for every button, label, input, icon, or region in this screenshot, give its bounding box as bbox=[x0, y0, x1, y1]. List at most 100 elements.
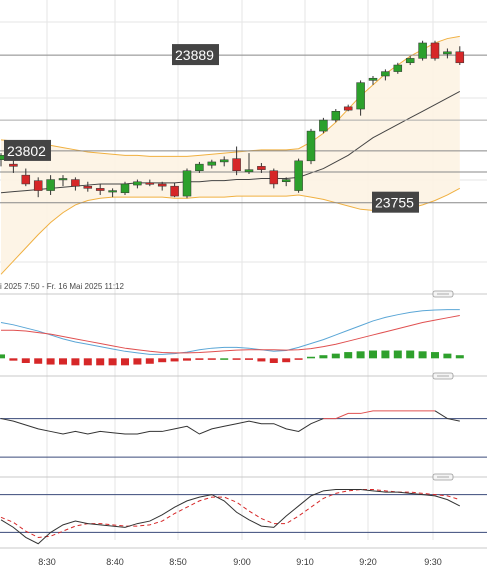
macd-histogram-bar bbox=[170, 358, 179, 362]
candle-down bbox=[430, 42, 440, 59]
stochastic-d-line bbox=[0, 489, 460, 538]
candle-down bbox=[269, 170, 279, 185]
macd-histogram-bar bbox=[369, 350, 377, 359]
candle-up bbox=[182, 170, 192, 197]
price-label: 23889 bbox=[175, 47, 214, 63]
bollinger-band-fill bbox=[1, 36, 460, 275]
macd-line bbox=[0, 309, 460, 355]
time-tick-label: 9:00 bbox=[233, 557, 251, 567]
candle-up bbox=[405, 58, 415, 64]
candle-down bbox=[83, 185, 93, 189]
macd-signal-line bbox=[1, 314, 460, 354]
price-panel: 23889 23802 23755 bbox=[0, 0, 487, 540]
macd-histogram-bar bbox=[344, 352, 353, 359]
candle-up bbox=[281, 179, 291, 183]
macd-panel bbox=[0, 309, 464, 366]
macd-histogram-bar bbox=[294, 358, 303, 360]
candle-up bbox=[443, 51, 452, 55]
candle-up bbox=[120, 183, 130, 194]
candle-down bbox=[455, 51, 465, 64]
candle-down bbox=[257, 166, 266, 170]
price-label-box bbox=[4, 139, 51, 161]
macd-histogram-bar bbox=[307, 356, 315, 359]
macd-histogram-bar bbox=[71, 358, 80, 366]
macd-histogram-bar bbox=[145, 358, 154, 364]
macd-histogram-bar bbox=[9, 358, 18, 361]
price-label-box bbox=[172, 44, 219, 66]
candle-up bbox=[306, 130, 316, 162]
candle-up bbox=[393, 64, 403, 72]
candle-up bbox=[133, 181, 142, 186]
time-tick-label: 8:30 bbox=[38, 557, 56, 567]
oscillator-panel bbox=[0, 410, 487, 458]
macd-histogram-bar bbox=[356, 351, 365, 359]
candle-up bbox=[368, 77, 378, 81]
macd-histogram-bar bbox=[0, 354, 5, 359]
stochastic-panel bbox=[0, 489, 487, 545]
macd-histogram-bar bbox=[232, 358, 241, 360]
macd-histogram-bar bbox=[121, 358, 129, 366]
macd-histogram-bar bbox=[331, 353, 340, 359]
macd-histogram-bar bbox=[158, 358, 167, 363]
time-tick-label: 8:50 bbox=[169, 557, 187, 567]
price-label-box bbox=[372, 191, 419, 213]
candle-up bbox=[195, 163, 204, 171]
candle-down bbox=[95, 188, 105, 191]
macd-histogram-bar bbox=[269, 358, 278, 363]
candle-down bbox=[33, 180, 43, 191]
macd-histogram-bar bbox=[46, 358, 55, 365]
oscillator-line bbox=[434, 410, 460, 422]
oscillator-line bbox=[0, 418, 324, 435]
candle-up bbox=[219, 159, 229, 163]
candle-down bbox=[21, 174, 31, 185]
time-tick-label: 9:30 bbox=[424, 557, 442, 567]
candle-up bbox=[418, 42, 427, 59]
macd-histogram-bar bbox=[195, 358, 204, 360]
time-tick-label: 8:40 bbox=[106, 557, 124, 567]
macd-histogram-bar bbox=[431, 352, 439, 359]
candle-down bbox=[9, 163, 18, 167]
candle-up bbox=[331, 111, 341, 121]
candle-up bbox=[319, 119, 328, 132]
candle-up bbox=[46, 179, 55, 191]
time-axis: 8:30 8:40 8:50 9:00 9:10 9:20 9:30 bbox=[0, 547, 487, 567]
candle-up bbox=[381, 71, 390, 77]
time-tick-label: 9:10 bbox=[296, 557, 314, 567]
macd-histogram-bar bbox=[257, 358, 266, 362]
macd-histogram-bar bbox=[133, 358, 142, 365]
macd-histogram-bar bbox=[418, 351, 427, 359]
candle-up bbox=[356, 82, 365, 110]
macd-histogram-bar bbox=[207, 358, 216, 360]
macd-histogram-bar bbox=[455, 355, 464, 359]
macd-histogram-bar bbox=[108, 358, 117, 366]
time-tick-label: 9:20 bbox=[359, 557, 377, 567]
candle-up bbox=[244, 169, 254, 173]
macd-histogram-bar bbox=[245, 358, 253, 360]
macd-histogram-bar bbox=[381, 350, 390, 359]
macd-histogram-bar bbox=[34, 358, 43, 364]
candle-down bbox=[71, 179, 80, 187]
macd-histogram-bar bbox=[59, 358, 67, 365]
candle-down bbox=[232, 158, 241, 171]
candle-up bbox=[108, 190, 117, 193]
price-label: 23802 bbox=[7, 143, 46, 159]
macd-histogram-bar bbox=[183, 358, 191, 361]
macd-histogram-bar bbox=[443, 353, 452, 359]
price-label: 23755 bbox=[375, 195, 414, 211]
candle-down bbox=[170, 185, 179, 197]
macd-histogram-bar bbox=[393, 350, 402, 359]
macd-histogram-bar bbox=[220, 358, 229, 360]
candle-up bbox=[207, 161, 217, 166]
candle-up bbox=[58, 178, 68, 181]
macd-histogram-bar bbox=[83, 358, 92, 366]
stochastic-k-line bbox=[0, 489, 461, 545]
macd-histogram-bar bbox=[96, 358, 105, 366]
candle-down bbox=[157, 183, 167, 187]
candle-up bbox=[294, 160, 303, 191]
candle-down bbox=[343, 106, 353, 111]
candle-down bbox=[145, 182, 155, 185]
macd-histogram-bar bbox=[282, 358, 291, 363]
macd-histogram-bar bbox=[319, 355, 328, 359]
date-range-label: i 2025 7:50 - Fr. 16 Mai 2025 11:12 bbox=[0, 282, 124, 291]
